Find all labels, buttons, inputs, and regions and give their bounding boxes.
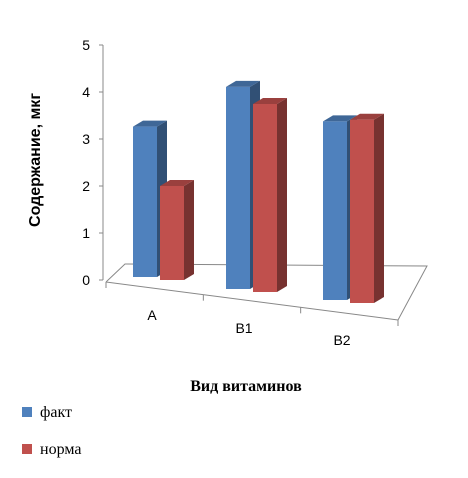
legend-label: факт <box>40 404 72 421</box>
bar-top <box>253 98 287 104</box>
bar-front <box>160 186 184 280</box>
x-axis-line <box>105 281 399 321</box>
bar-front <box>133 126 157 277</box>
y-tick-label: 5 <box>82 37 90 53</box>
legend: факт норма <box>22 404 81 458</box>
bar-top <box>323 115 357 122</box>
bar-side <box>277 98 287 292</box>
legend-label: норма <box>40 441 81 458</box>
bar <box>350 113 384 303</box>
bars <box>133 80 384 303</box>
bar-front <box>350 119 374 303</box>
x-tick-label: A <box>147 307 157 323</box>
bar-front <box>323 121 347 301</box>
x-tick-label: B1 <box>235 320 252 336</box>
axes <box>99 44 428 326</box>
x-tick-label: B2 <box>333 332 350 348</box>
bar <box>253 98 287 292</box>
bar-top <box>350 113 384 120</box>
bar-front <box>253 104 277 292</box>
x-tick-labels: A B1 B2 <box>147 307 350 348</box>
y-tick-label: 3 <box>82 131 90 147</box>
legend-swatch <box>22 444 32 454</box>
bar <box>160 180 194 280</box>
bar-front <box>226 86 250 290</box>
bar-side <box>184 180 194 280</box>
y-axis-label: Содержание, мкг <box>27 93 44 227</box>
y-tick-label: 2 <box>82 178 90 194</box>
y-tick-labels: 0 1 2 3 4 5 <box>82 37 90 288</box>
y-tick-label: 1 <box>82 225 90 241</box>
legend-swatch <box>22 407 32 417</box>
bar-top <box>226 80 260 87</box>
y-tick-label: 0 <box>82 272 90 288</box>
x-axis-label: Вид витаминов <box>190 378 302 395</box>
y-tick-label: 4 <box>82 84 90 100</box>
bar-top <box>133 120 167 127</box>
bar-top <box>160 180 194 186</box>
bar-side <box>374 113 384 303</box>
